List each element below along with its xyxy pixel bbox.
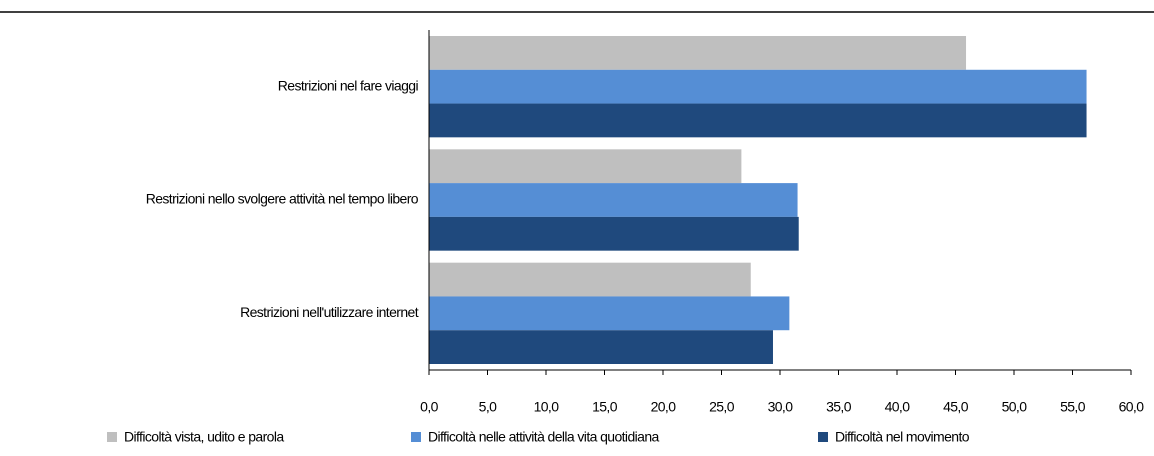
x-tick-label: 60,0 [1119, 399, 1145, 415]
bar [429, 262, 751, 297]
category-label: Restrizioni nell'utilizzare internet [240, 304, 419, 320]
x-tick-label: 40,0 [885, 399, 911, 415]
bar [429, 103, 1087, 138]
legend-swatch [107, 432, 117, 442]
bar [429, 149, 742, 184]
x-tick-label: 15,0 [592, 399, 618, 415]
x-tick-label: 25,0 [709, 399, 735, 415]
x-tick-label: 30,0 [768, 399, 794, 415]
bar [429, 216, 799, 251]
bar [429, 296, 790, 331]
bar [429, 183, 798, 217]
legend-swatch [818, 432, 828, 442]
x-tick-label: 55,0 [1060, 399, 1086, 415]
x-tick-label: 0,0 [420, 399, 438, 415]
x-tick-label: 10,0 [534, 399, 560, 415]
legend-label: Difficoltà nelle attività della vita quo… [428, 429, 660, 445]
x-tick-label: 20,0 [651, 399, 677, 415]
category-label: Restrizioni nello svolgere attività nel … [146, 191, 419, 207]
legend-label: Difficoltà nel movimento [835, 429, 970, 445]
x-tick-label: 35,0 [826, 399, 852, 415]
x-tick-label: 45,0 [943, 399, 969, 415]
bar [429, 69, 1087, 104]
legend-label: Difficoltà vista, udito e parola [124, 429, 284, 445]
x-tick-label: 50,0 [1002, 399, 1028, 415]
category-label: Restrizioni nel fare viaggi [278, 77, 419, 93]
bar [429, 36, 967, 70]
x-tick-label: 5,0 [479, 399, 497, 415]
bar [429, 330, 773, 364]
legend-swatch [411, 432, 421, 442]
